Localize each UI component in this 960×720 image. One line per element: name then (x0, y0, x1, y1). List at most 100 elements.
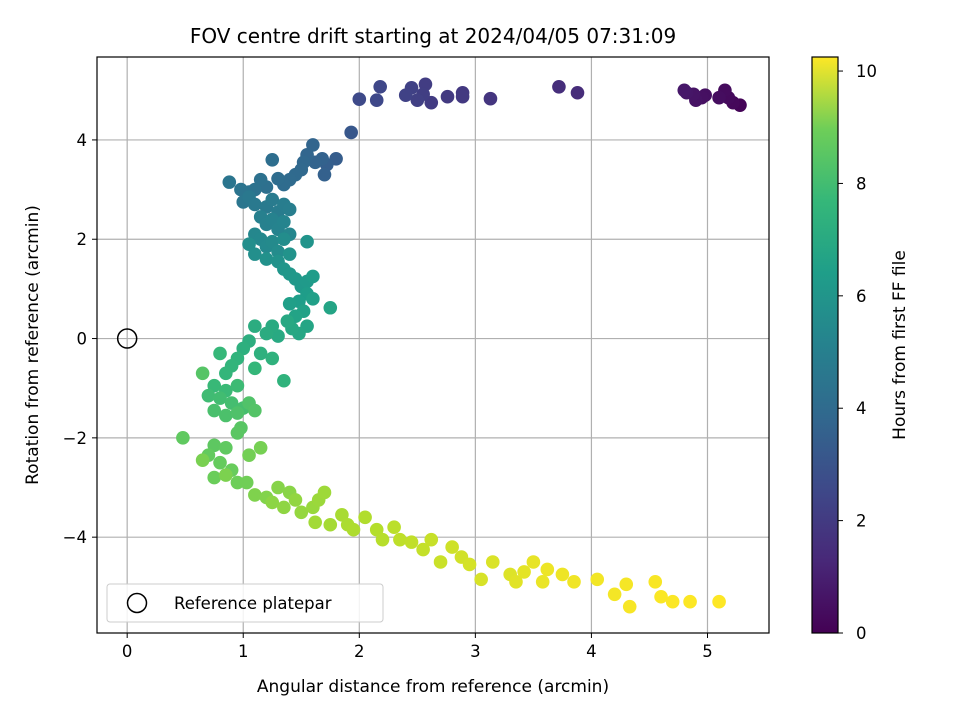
data-point (424, 532, 439, 547)
data-point (265, 234, 280, 249)
y-tick-label: 0 (77, 330, 88, 349)
y-tick-label: −4 (63, 528, 87, 547)
data-point (352, 92, 367, 107)
colorbar-tick-label: 6 (856, 287, 867, 306)
data-point (277, 373, 291, 388)
data-point (230, 378, 245, 393)
data-point (239, 475, 254, 490)
legend-marker-icon (126, 592, 148, 614)
y-tick-label: 4 (77, 131, 88, 150)
data-point (567, 575, 581, 589)
data-point (300, 234, 314, 249)
data-point (619, 577, 634, 592)
x-tick-label: 0 (122, 642, 133, 661)
data-points (176, 77, 747, 614)
data-point (288, 493, 303, 507)
chart-title: FOV centre drift starting at 2024/04/05 … (190, 24, 676, 48)
y-axis-ticks: −4 −2 0 2 4 (63, 131, 97, 547)
data-point (317, 485, 332, 500)
data-point (677, 83, 692, 98)
data-point (358, 510, 372, 525)
data-point (455, 89, 470, 104)
data-point (308, 515, 322, 530)
data-point (317, 167, 332, 182)
data-point (393, 532, 407, 547)
data-point (219, 468, 233, 482)
data-point (712, 90, 726, 105)
data-point (265, 212, 280, 227)
data-point (242, 448, 256, 463)
data-point (265, 351, 280, 366)
data-point (219, 408, 233, 423)
data-point (294, 505, 309, 520)
grid-lines (97, 57, 769, 633)
x-tick-label: 2 (354, 642, 365, 661)
data-point (213, 391, 227, 405)
data-point (555, 567, 570, 582)
y-tick-label: 2 (77, 230, 88, 249)
data-point (219, 440, 233, 455)
legend-box (106, 583, 384, 623)
data-point (570, 85, 585, 100)
data-point (433, 555, 448, 569)
data-point (282, 247, 297, 261)
data-point (462, 557, 477, 572)
data-point (248, 197, 262, 212)
data-point (323, 517, 338, 532)
data-point (552, 79, 566, 94)
data-point (445, 540, 459, 554)
data-point (335, 508, 349, 522)
data-point (248, 403, 262, 418)
data-point (242, 237, 256, 251)
data-point (369, 93, 384, 107)
data-point (683, 594, 697, 609)
data-point (248, 247, 262, 261)
data-point (271, 480, 285, 495)
data-point (373, 79, 387, 94)
data-point (265, 192, 280, 207)
plot-area: 0 1 2 3 4 5 −4 −2 0 2 4 (63, 56, 770, 661)
colorbar-tick-label: 10 (856, 62, 877, 81)
data-point (323, 300, 338, 315)
data-point (369, 522, 384, 537)
data-point (306, 292, 320, 306)
data-point (195, 453, 210, 468)
data-point (213, 346, 227, 361)
data-point (277, 215, 291, 229)
data-point (306, 269, 320, 284)
data-point (540, 562, 555, 577)
reference-marker (116, 328, 138, 349)
data-point (440, 89, 455, 104)
plot-frame (96, 56, 770, 634)
colorbar: 0 2 4 6 8 10 Hours from first FF file (811, 56, 910, 643)
data-point (404, 535, 419, 549)
data-point (207, 438, 222, 453)
data-point (259, 326, 274, 341)
data-point (219, 366, 233, 381)
reference-point-marker (116, 328, 138, 349)
data-point (282, 202, 297, 217)
x-tick-label: 1 (238, 642, 249, 661)
data-point (271, 244, 285, 259)
colorbar-tick-label: 2 (856, 512, 867, 531)
data-point (509, 575, 523, 589)
data-point (280, 314, 295, 328)
data-point (222, 175, 237, 189)
data-point (277, 232, 291, 247)
data-point (259, 252, 274, 266)
data-point (271, 171, 285, 186)
data-point (485, 555, 500, 569)
colorbar-frame (811, 56, 839, 634)
data-point (248, 361, 262, 376)
data-point (248, 488, 262, 502)
data-point (176, 431, 190, 445)
data-point (207, 470, 222, 485)
data-point (398, 88, 413, 103)
colorbar-ticks: 0 2 4 6 8 10 (838, 62, 877, 643)
data-point (253, 346, 268, 361)
data-point (282, 296, 297, 311)
data-point (236, 341, 251, 356)
data-point (535, 575, 550, 589)
data-point (526, 555, 541, 569)
